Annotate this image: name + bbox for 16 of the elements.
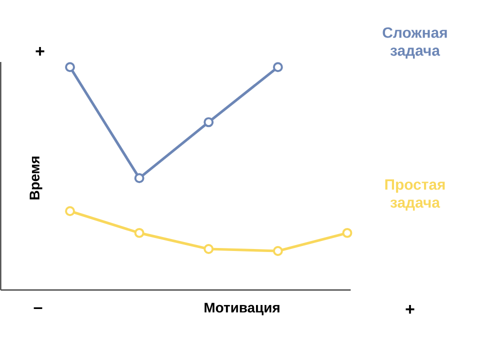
- text: Простая задача: [385, 179, 445, 211]
- point: [65, 206, 75, 216]
- point: [342, 228, 352, 238]
- point: [204, 244, 214, 254]
- text: +: [406, 305, 414, 314]
- x-axis-title: Мотивация: [204, 302, 280, 316]
- point: [134, 173, 144, 184]
- text: +: [36, 47, 44, 56]
- point: [65, 62, 75, 72]
- point: [272, 62, 283, 72]
- point: [134, 228, 144, 238]
- text: –: [34, 307, 42, 309]
- y-axis-title: Время: [30, 156, 42, 200]
- text: Сложная задача: [382, 27, 447, 59]
- point: [204, 117, 214, 128]
- point: [272, 246, 283, 256]
